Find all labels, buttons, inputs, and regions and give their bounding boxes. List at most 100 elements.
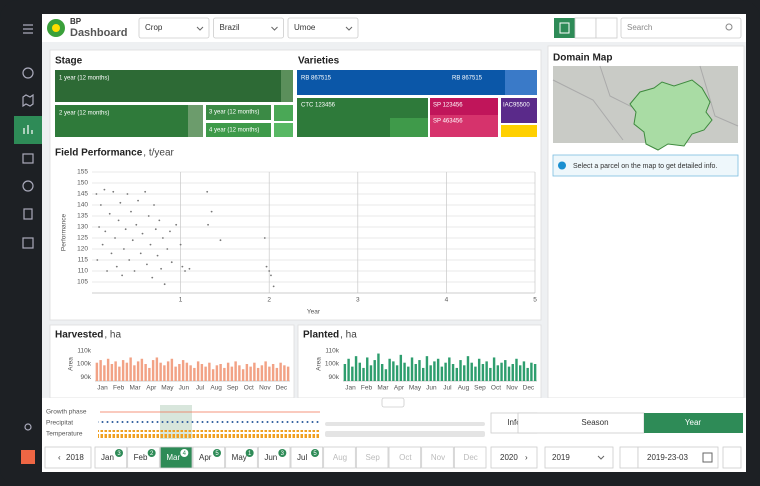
view-button[interactable] <box>595 17 618 39</box>
tile[interactable] <box>206 123 271 137</box>
bar <box>163 365 166 381</box>
filter-select[interactable] <box>213 17 284 39</box>
tile[interactable] <box>430 115 498 137</box>
month-button <box>323 446 356 469</box>
bar <box>151 360 155 381</box>
x-tick-label: Jun <box>426 385 437 392</box>
date-input[interactable] <box>637 446 719 469</box>
point <box>101 243 104 246</box>
report-icon[interactable] <box>23 208 33 220</box>
point <box>110 252 113 255</box>
tile[interactable] <box>55 105 203 137</box>
bar <box>481 364 485 381</box>
collapse-button[interactable] <box>381 397 405 408</box>
x-tick-label: Oct <box>491 385 501 392</box>
tile[interactable] <box>274 105 293 121</box>
prev-year-button[interactable] <box>44 446 92 469</box>
tile[interactable] <box>188 105 203 137</box>
point <box>106 270 108 272</box>
bar <box>103 365 106 381</box>
bar <box>99 360 102 381</box>
next-date-button[interactable] <box>722 446 742 469</box>
bar <box>249 366 252 381</box>
tile[interactable] <box>55 70 293 102</box>
bar <box>362 367 365 381</box>
tile[interactable] <box>505 70 537 95</box>
bar <box>174 366 177 381</box>
filter-select[interactable] <box>287 17 359 39</box>
bar <box>347 358 350 381</box>
bar <box>395 365 399 381</box>
globe-icon[interactable] <box>22 67 34 79</box>
bar <box>238 365 241 381</box>
view-button-active[interactable] <box>554 18 575 38</box>
box-icon[interactable] <box>22 237 34 249</box>
point <box>163 283 166 286</box>
point <box>153 204 155 206</box>
bar <box>106 358 110 381</box>
tile[interactable] <box>206 105 271 120</box>
x-tick-label: Aug <box>210 385 222 392</box>
y-axis-label: Performance <box>61 214 68 252</box>
map-icon[interactable] <box>22 93 34 108</box>
chevron <box>597 455 605 460</box>
filter-select[interactable] <box>138 17 210 39</box>
point <box>263 237 266 239</box>
month-button <box>388 446 422 469</box>
bar <box>414 364 417 381</box>
point <box>169 230 171 233</box>
table-icon[interactable] <box>22 153 34 164</box>
bar <box>485 361 488 381</box>
point <box>130 210 132 213</box>
bar <box>403 362 406 381</box>
point <box>161 237 164 239</box>
bar <box>226 362 230 381</box>
months: Jan 3 Feb 2 Mar 4 Apr 5 May 1 Jun 3 Jul 5 Aug Sep Oct Nov… <box>94 446 487 469</box>
bar <box>530 362 533 381</box>
x-tick-label: Sep <box>474 385 486 392</box>
tile[interactable] <box>501 98 537 123</box>
prev-date-button[interactable] <box>619 446 639 469</box>
tile[interactable] <box>274 123 293 137</box>
filter-value: Brazil <box>220 23 240 32</box>
year-button[interactable] <box>644 413 743 433</box>
bar <box>234 361 237 381</box>
bar <box>343 364 347 381</box>
bar <box>515 358 518 381</box>
tile[interactable] <box>297 70 537 95</box>
bar <box>354 356 358 381</box>
tile[interactable] <box>281 70 293 102</box>
x-tick-label: Dec <box>523 385 535 392</box>
point <box>108 212 111 215</box>
next-year-button[interactable] <box>490 446 538 469</box>
bar <box>204 366 207 381</box>
month-label: Feb <box>134 453 148 462</box>
y-tick-label: 110 <box>78 268 89 275</box>
bar <box>511 364 514 381</box>
tile[interactable] <box>501 125 537 137</box>
point <box>175 223 178 226</box>
y-tick-label: 140 <box>77 202 88 209</box>
bar <box>271 364 275 381</box>
point <box>122 248 125 250</box>
history-icon[interactable] <box>22 180 34 192</box>
view-button[interactable] <box>574 17 597 39</box>
domain-area[interactable] <box>629 79 713 151</box>
chart-icon[interactable] <box>23 125 33 134</box>
bar <box>526 367 529 381</box>
bar <box>410 357 414 381</box>
month-badge <box>245 449 254 457</box>
x-tick-label: 5 <box>533 297 537 304</box>
x-tick-label: 1 <box>179 297 183 304</box>
bar <box>496 365 500 381</box>
year-select[interactable] <box>544 446 614 469</box>
menu-icon[interactable] <box>23 24 33 34</box>
search-box[interactable] <box>620 17 742 39</box>
bar <box>466 356 470 381</box>
month-badge <box>311 449 319 457</box>
tile[interactable] <box>390 118 428 137</box>
user-icon[interactable] <box>24 423 32 431</box>
x-tick-label: Jun <box>179 385 190 392</box>
tile[interactable] <box>430 98 498 115</box>
month-button <box>453 446 487 469</box>
